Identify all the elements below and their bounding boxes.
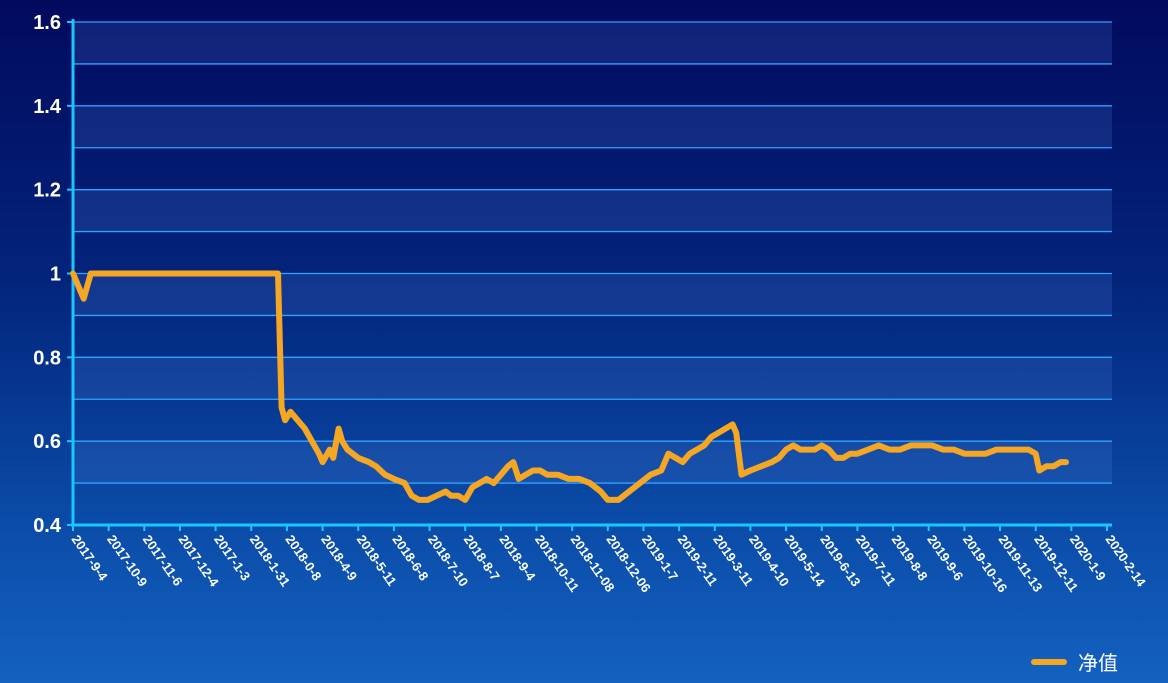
y-tick-label: 0.4 [33,515,62,537]
series-line [70,270,1069,503]
plot-band [73,105,1112,148]
legend: 净值 [1031,652,1118,675]
y-tick-label: 1 [50,264,61,286]
plot-band [73,357,1112,400]
y-tick-label: 1.4 [33,96,62,118]
grid-lines [73,21,1112,484]
y-axis-tick-labels: 0.4 0.6 0.8 1 1.2 1.4 1.6 [33,12,73,537]
y-tick-label: 1.6 [33,12,61,34]
y-tick-label: 0.8 [33,347,61,369]
plot-band [73,273,1112,316]
legend-label: 净值 [1078,652,1118,675]
x-tick-label: 2020-2-14 [1103,532,1150,590]
y-tick-label: 0.6 [33,431,61,453]
series-layer [70,270,1069,503]
plot-band [73,22,1112,64]
plot-band [73,189,1112,232]
y-tick-label: 1.2 [33,180,61,202]
x-axis-tick-labels: 2017-9-42017-10-92017-11-62017-12-42017-… [69,525,1150,595]
plot-bands [73,22,1112,484]
